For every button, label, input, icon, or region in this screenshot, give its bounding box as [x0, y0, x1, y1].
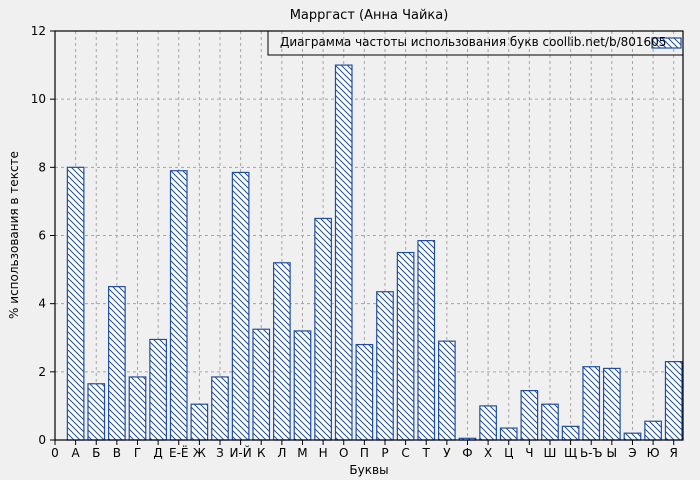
svg-text:Ж: Ж — [193, 446, 206, 460]
bar-О — [334, 64, 353, 441]
svg-text:Х: Х — [484, 446, 492, 460]
svg-text:К: К — [257, 446, 266, 460]
svg-text:В: В — [113, 446, 121, 460]
svg-text:Ы: Ы — [607, 446, 618, 460]
bar-Т — [417, 240, 436, 441]
svg-text:0: 0 — [51, 446, 59, 460]
bar-Н — [314, 217, 332, 441]
svg-text:З: З — [216, 446, 224, 460]
bar-Щ — [561, 425, 580, 441]
bar-С — [396, 251, 415, 441]
svg-text:12: 12 — [31, 24, 46, 38]
bar-И-Й — [231, 171, 250, 441]
svg-text:10: 10 — [31, 92, 46, 106]
bar-Ь-Ъ — [582, 366, 601, 441]
svg-text:Ч: Ч — [525, 446, 533, 460]
bar-П — [355, 343, 374, 441]
bar-Ш — [541, 403, 559, 441]
svg-text:Я: Я — [670, 446, 678, 460]
svg-text:8: 8 — [38, 160, 46, 174]
svg-text:С: С — [401, 446, 409, 460]
x-axis-label: Буквы — [349, 463, 389, 477]
svg-text:6: 6 — [38, 229, 46, 243]
bar-Ы — [602, 367, 621, 441]
legend-label: Диаграмма частоты использования букв coo… — [280, 35, 667, 49]
bar-Ч — [520, 389, 539, 441]
svg-text:Е-Ё: Е-Ё — [169, 445, 189, 460]
bar-Х — [479, 405, 497, 441]
chart-title: Марргаст (Анна Чайка) — [289, 8, 449, 23]
bar-М — [293, 330, 312, 441]
bar-Р — [376, 291, 394, 441]
svg-text:А: А — [72, 446, 81, 460]
bar-Ж — [190, 403, 209, 441]
bar-Ц — [499, 427, 518, 441]
svg-text:П: П — [360, 446, 369, 460]
svg-text:Ш: Ш — [544, 446, 557, 460]
bar-Л — [273, 262, 291, 441]
svg-text:4: 4 — [38, 297, 46, 311]
svg-text:И-Й: И-Й — [229, 445, 251, 460]
bar-Я — [664, 361, 683, 441]
svg-text:М: М — [297, 446, 307, 460]
bar-З — [211, 376, 229, 441]
bar-Е-Ё — [169, 170, 188, 441]
y-axis-label: % использования в тексте — [7, 151, 21, 319]
svg-text:2: 2 — [38, 365, 46, 379]
bar-Г — [128, 376, 147, 441]
svg-text:Л: Л — [277, 446, 286, 460]
svg-text:Т: Т — [422, 446, 431, 460]
bar-Ю — [644, 420, 662, 441]
svg-text:Э: Э — [628, 446, 636, 460]
bar-У — [438, 340, 456, 441]
bar-Д — [149, 338, 167, 441]
svg-text:Ц: Ц — [504, 446, 513, 460]
svg-text:Ь-Ъ: Ь-Ъ — [580, 446, 603, 460]
svg-text:Р: Р — [381, 446, 388, 460]
svg-text:Щ: Щ — [564, 446, 577, 460]
bar-Э — [623, 432, 642, 441]
svg-text:Д: Д — [153, 446, 162, 460]
legend-swatch — [651, 37, 682, 49]
legend-box — [267, 30, 684, 56]
bar-Б — [87, 383, 106, 441]
svg-text:У: У — [443, 446, 451, 460]
svg-text:О: О — [339, 446, 348, 460]
svg-text:Н: Н — [319, 446, 328, 460]
bar-К — [252, 328, 271, 441]
svg-text:0: 0 — [38, 433, 46, 447]
svg-text:Б: Б — [92, 446, 100, 460]
svg-text:Ф: Ф — [462, 446, 472, 460]
svg-text:Г: Г — [134, 446, 141, 460]
svg-text:Ю: Ю — [647, 446, 660, 460]
bar-А — [66, 166, 85, 441]
bar-В — [108, 286, 126, 441]
